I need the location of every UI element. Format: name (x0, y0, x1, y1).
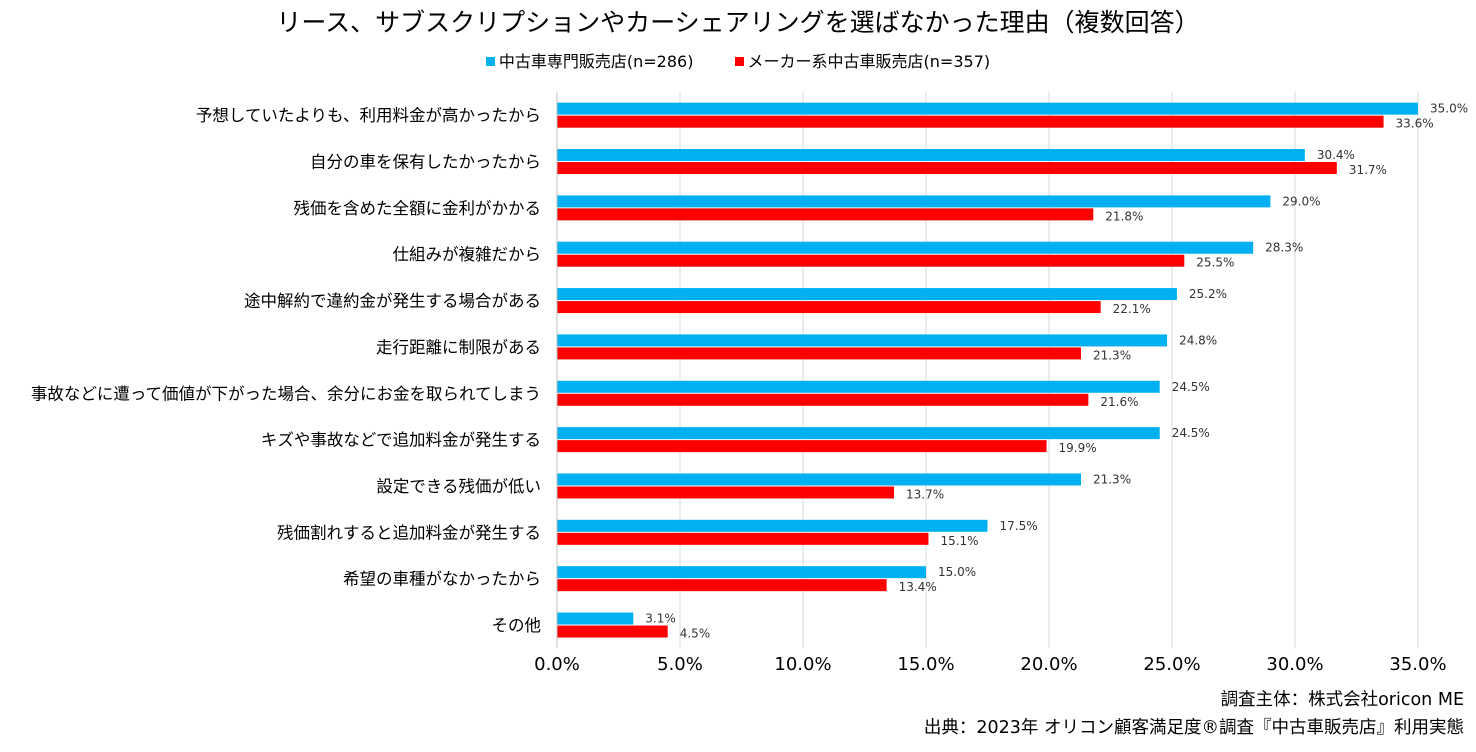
data-label: 25.5% (1196, 256, 1234, 270)
bar (557, 486, 895, 499)
bar (557, 254, 1185, 267)
bar (557, 440, 1047, 453)
bar (557, 579, 887, 592)
data-label: 21.6% (1100, 395, 1138, 409)
bar (557, 288, 1177, 301)
data-label: 25.2% (1189, 287, 1227, 301)
bar (557, 532, 929, 545)
category-label: キズや事故などで追加料金が発生する (261, 431, 541, 450)
legend-label-used-car-dealer: 中古車専門販売店(n=286) (498, 52, 694, 71)
data-label: 21.3% (1093, 472, 1131, 486)
x-tick-label: 15.0% (897, 654, 954, 675)
data-label: 30.4% (1317, 148, 1355, 162)
data-label: 13.4% (899, 580, 937, 594)
source-citation: 出典：2023年 オリコン顧客満足度®調査『中古車販売店』利用実態 (923, 718, 1464, 738)
category-label: 事故などに遭って価値が下がった場合、余分にお金を取られてしまう (31, 384, 541, 403)
data-label: 24.5% (1172, 426, 1210, 440)
category-label: その他 (492, 616, 542, 635)
category-label: 残価割れすると追加料金が発生する (277, 523, 541, 542)
bar (557, 347, 1081, 360)
legend-swatch-used-car-dealer (485, 57, 495, 66)
data-label: 33.6% (1396, 117, 1434, 131)
data-label: 28.3% (1265, 241, 1303, 255)
bar (557, 208, 1094, 221)
chart-title: リース、サブスクリプションやカーシェアリングを選ばなかった理由（複数回答） (276, 8, 1200, 37)
bar (557, 566, 926, 579)
bar (557, 162, 1337, 175)
category-label: 設定できる残価が低い (376, 477, 541, 496)
bar (557, 427, 1160, 440)
data-label: 35.0% (1430, 102, 1468, 116)
bar (557, 519, 988, 532)
x-tick-label: 10.0% (774, 654, 831, 675)
data-label: 19.9% (1059, 441, 1097, 455)
data-label: 31.7% (1349, 163, 1387, 177)
category-label: 残価を含めた全額に金利がかかる (294, 199, 542, 218)
category-label: 予想していたよりも、利用料金が高かったから (196, 106, 541, 125)
legend-swatch-maker-dealer (734, 57, 744, 66)
data-label: 15.1% (940, 534, 978, 548)
bar (557, 334, 1168, 347)
x-tick-label: 35.0% (1389, 654, 1446, 675)
x-tick-label: 25.0% (1143, 654, 1200, 675)
data-label: 21.3% (1093, 348, 1131, 362)
bar (557, 393, 1089, 406)
data-label: 22.1% (1113, 302, 1151, 316)
bar (557, 102, 1418, 115)
data-label: 24.8% (1179, 333, 1217, 347)
data-label: 29.0% (1282, 194, 1320, 208)
category-label: 自分の車を保有したかったから (310, 153, 541, 172)
data-label: 17.5% (1000, 519, 1038, 533)
data-label: 21.8% (1105, 209, 1143, 223)
legend-item-used-car-dealer: 中古車専門販売店(n=286) (485, 51, 694, 73)
data-label: 13.7% (906, 487, 944, 501)
x-tick-label: 20.0% (1020, 654, 1077, 675)
source-organization: 調査主体：株式会社oricon ME (1220, 690, 1464, 710)
category-label: 希望の車種がなかったから (343, 570, 541, 589)
legend-label-maker-dealer: メーカー系中古車販売店(n=357) (747, 52, 991, 71)
category-label: 途中解約で違約金が発生する場合がある (244, 292, 541, 311)
chart-legend: 中古車専門販売店(n=286) メーカー系中古車販売店(n=357) (0, 51, 1476, 73)
bar (557, 195, 1271, 208)
bar (557, 301, 1101, 314)
category-label: 仕組みが複雑だから (393, 245, 542, 264)
bar (557, 380, 1160, 393)
x-tick-label: 5.0% (657, 654, 703, 675)
x-tick-label: 30.0% (1266, 654, 1323, 675)
data-label: 15.0% (938, 565, 976, 579)
data-label: 4.5% (680, 627, 711, 641)
x-tick-label: 0.0% (534, 654, 580, 675)
bar (557, 241, 1254, 254)
legend-item-maker-dealer: メーカー系中古車販売店(n=357) (734, 51, 991, 73)
bar (557, 149, 1305, 162)
bar (557, 612, 634, 625)
data-label: 3.1% (645, 612, 676, 626)
bar (557, 115, 1384, 128)
bar (557, 625, 668, 638)
category-label: 走行距離に制限がある (376, 338, 541, 357)
data-label: 24.5% (1172, 380, 1210, 394)
bar (557, 473, 1081, 486)
